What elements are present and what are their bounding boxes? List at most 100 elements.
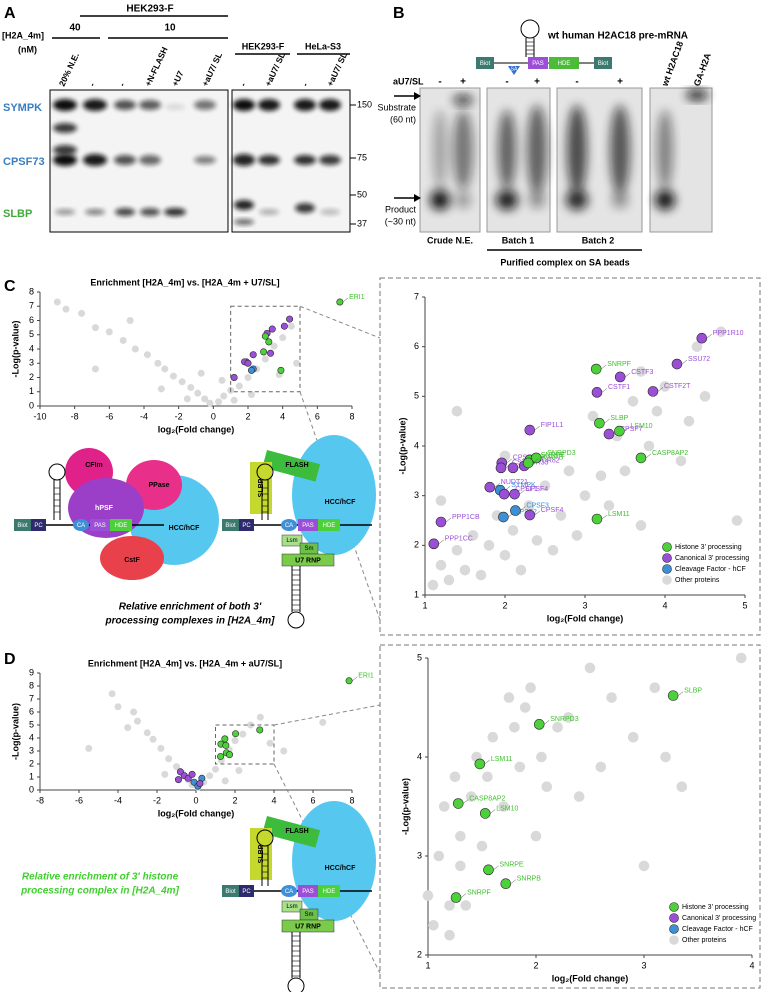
data-point	[507, 525, 519, 536]
legend-swatch	[669, 913, 679, 923]
schematic-label: PAS	[302, 523, 314, 529]
gel-band	[433, 110, 447, 190]
data-point	[286, 315, 294, 323]
rule	[645, 453, 652, 459]
y-tick-label: 4	[417, 751, 422, 761]
hairpin-loop	[287, 611, 305, 629]
box	[250, 462, 272, 514]
point-label: SNRPF	[467, 889, 491, 896]
box	[298, 519, 318, 531]
point-label: SLBP	[610, 415, 628, 422]
schematic-label: PAS	[302, 889, 314, 895]
y-tick-label: 4	[29, 343, 34, 353]
data-point	[555, 510, 567, 521]
data-point	[498, 801, 509, 812]
legend-label: Histone 3' processing	[675, 544, 742, 551]
data-point	[178, 378, 186, 386]
x-tick-label: 4	[662, 600, 667, 610]
legend-swatch	[669, 935, 679, 945]
construct-part: Biot	[480, 61, 491, 67]
x-tick-label: 0	[193, 795, 198, 805]
data-point	[603, 500, 615, 511]
rule	[678, 691, 684, 696]
data-point	[293, 359, 301, 367]
blot-band	[164, 208, 186, 216]
data-point	[265, 338, 273, 346]
y-tick-label: 4	[414, 440, 419, 450]
box	[318, 519, 340, 531]
data-point	[435, 516, 447, 528]
y-tick-label: 0	[29, 784, 34, 794]
data-point	[594, 417, 605, 429]
data-point	[541, 781, 553, 793]
streptavidin	[508, 66, 520, 75]
point-label: ERI1	[358, 673, 374, 680]
panel-label: B	[393, 5, 405, 22]
box	[14, 519, 31, 531]
blot-band	[114, 100, 136, 110]
x-axis-label: log₂(Fold change)	[547, 613, 624, 623]
shape	[100, 536, 164, 580]
blot-band	[294, 155, 316, 165]
gel-band	[657, 110, 673, 190]
blot-band	[55, 209, 75, 215]
y-tick-label: 7	[29, 693, 34, 703]
data-point	[212, 765, 220, 773]
schematic-label: HCC/hCF	[325, 865, 356, 872]
schematic-label: Sm	[305, 546, 314, 552]
x-tick-label: 2	[232, 795, 237, 805]
y-tick-label: 2	[29, 758, 34, 768]
lane-label: +aU7/ SL	[263, 51, 287, 88]
y-tick-label: 6	[29, 706, 34, 716]
data-point	[435, 559, 447, 571]
y-tick-label: 0	[29, 400, 34, 410]
data-point	[206, 399, 214, 407]
lane-label: -	[87, 81, 97, 88]
y-tick-label: 1	[29, 386, 34, 396]
construct-part	[528, 57, 548, 69]
point-label: CSTF3	[631, 369, 653, 376]
gel-band	[453, 110, 473, 190]
data-point	[161, 770, 169, 778]
data-point	[579, 490, 591, 501]
x-axis-label: log₂(Fold change)	[552, 973, 629, 983]
data-point	[571, 530, 583, 541]
data-point	[319, 718, 327, 726]
schematic-label: U7 RNP	[295, 557, 321, 564]
lane-label: -	[300, 81, 310, 88]
gel-band	[430, 190, 450, 210]
schematic-label: SLBP	[258, 478, 265, 497]
lane-label: +aU7/ SL	[325, 51, 349, 88]
data-point	[443, 574, 455, 586]
hairpin-loop	[287, 977, 305, 992]
schematic-label: HDE	[323, 889, 336, 895]
data-point	[619, 465, 631, 477]
box	[281, 900, 303, 913]
schematic-label: HCC/hCF	[325, 499, 356, 506]
data-point	[603, 428, 615, 440]
box	[262, 450, 321, 482]
y-axis-label: -Log(p-value)	[10, 321, 20, 378]
schematic-label: CA	[285, 889, 293, 895]
data-point	[643, 440, 655, 452]
box	[239, 519, 254, 531]
data-point	[584, 662, 596, 674]
blot-band	[259, 209, 279, 215]
data-point	[484, 481, 496, 493]
data-point	[507, 462, 519, 474]
data-point	[230, 396, 238, 404]
data-point	[222, 741, 230, 749]
y-tick-label: 2	[417, 949, 422, 959]
caption: Relative enrichment of both 3'	[119, 602, 262, 613]
point-label: PPP1CB	[452, 514, 480, 521]
y-tick-label: 2	[29, 372, 34, 382]
legend-swatch	[669, 902, 679, 912]
data-point	[676, 781, 688, 793]
construct-part	[476, 57, 494, 69]
gel-group: Crude N.E.	[427, 235, 473, 245]
lane-label: +U7	[170, 69, 186, 88]
data-point	[459, 564, 471, 576]
schematic-label: Biot	[225, 523, 236, 529]
box	[90, 519, 110, 531]
